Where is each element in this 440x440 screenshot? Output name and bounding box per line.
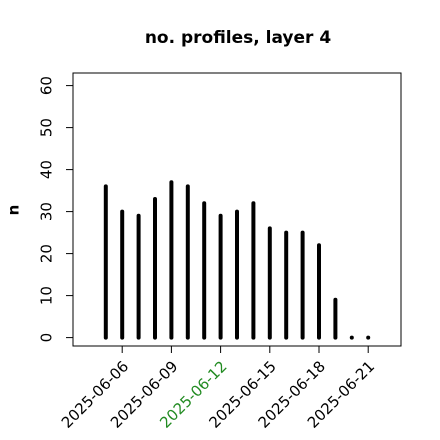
y-tick-label: 0 <box>38 333 56 343</box>
y-tick-label: 10 <box>38 286 56 305</box>
y-tick-label: 50 <box>38 118 56 137</box>
chart-title: no. profiles, layer 4 <box>145 28 332 48</box>
y-tick-label: 60 <box>38 76 56 95</box>
plot-frame <box>72 72 402 347</box>
y-tick-label: 20 <box>38 244 56 263</box>
y-tick-label: 30 <box>38 202 56 221</box>
y-tick-label: 40 <box>38 160 56 179</box>
y-axis-label: n <box>5 205 23 216</box>
